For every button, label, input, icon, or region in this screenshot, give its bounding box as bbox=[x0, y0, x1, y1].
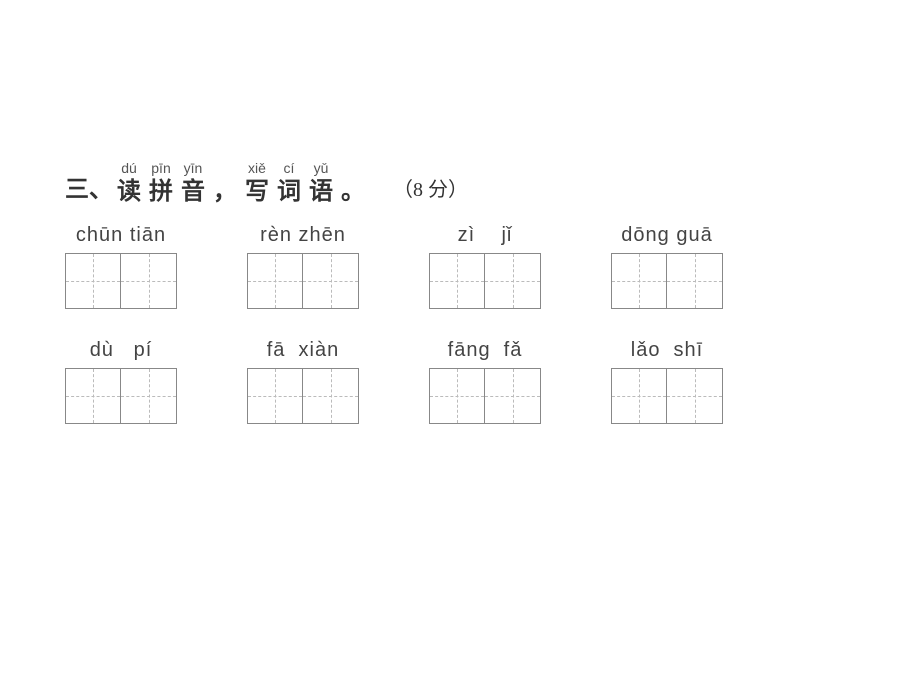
tianzige-box bbox=[485, 368, 541, 424]
tianzige-pair bbox=[429, 253, 541, 309]
char-hanzi: ， bbox=[213, 180, 237, 204]
pinyin-label: dù pí bbox=[90, 339, 153, 362]
char-hanzi: 语 bbox=[309, 180, 333, 204]
tianzige-box bbox=[429, 368, 485, 424]
tianzige-box bbox=[429, 253, 485, 309]
question-number: 三、 bbox=[65, 169, 113, 204]
char-hanzi: 读 bbox=[117, 180, 141, 204]
pinyin-label: lǎo shī bbox=[631, 339, 703, 362]
char-block: dú 读 bbox=[117, 160, 141, 204]
tianzige-pair bbox=[611, 253, 723, 309]
word-item: rèn zhēn bbox=[247, 224, 359, 309]
tianzige-box bbox=[65, 253, 121, 309]
tianzige-box bbox=[121, 253, 177, 309]
word-item: dōng guā bbox=[611, 224, 723, 309]
word-item: fā xiàn bbox=[247, 339, 359, 424]
question-heading: 三、 dú 读 pīn 拼 yīn 音 ， xiě 写 c bbox=[65, 160, 865, 204]
char-block: pīn 拼 bbox=[149, 160, 173, 204]
tianzige-pair bbox=[65, 368, 177, 424]
tianzige-box bbox=[667, 368, 723, 424]
char-hanzi: 。 bbox=[341, 180, 365, 204]
char-pinyin: dú bbox=[121, 160, 137, 178]
tianzige-box bbox=[303, 253, 359, 309]
tianzige-pair bbox=[429, 368, 541, 424]
word-item: fāng fǎ bbox=[429, 339, 541, 424]
pinyin-label: zì jǐ bbox=[458, 224, 513, 247]
char-block: 。 bbox=[341, 160, 365, 204]
char-hanzi: 写 bbox=[245, 180, 269, 204]
char-pinyin: xiě bbox=[248, 160, 266, 178]
char-block: yīn 音 bbox=[181, 160, 205, 204]
pinyin-label: chūn tiān bbox=[76, 224, 166, 247]
char-hanzi: 音 bbox=[181, 180, 205, 204]
exercise-row-1: chūn tiān rèn zhēn zì jǐ bbox=[65, 224, 865, 309]
pinyin-label: fā xiàn bbox=[267, 339, 339, 362]
char-pinyin: cí bbox=[284, 160, 295, 178]
char-block: ， bbox=[213, 160, 237, 204]
tianzige-box bbox=[65, 368, 121, 424]
tianzige-box bbox=[667, 253, 723, 309]
tianzige-box bbox=[121, 368, 177, 424]
tianzige-box bbox=[485, 253, 541, 309]
char-pinyin: yǔ bbox=[314, 160, 329, 178]
pinyin-label: fāng fǎ bbox=[448, 339, 523, 362]
points-label: （8 分） bbox=[393, 173, 468, 204]
exercise-rows: chūn tiān rèn zhēn zì jǐ bbox=[65, 224, 865, 424]
word-item: lǎo shī bbox=[611, 339, 723, 424]
tianzige-box bbox=[247, 368, 303, 424]
word-item: dù pí bbox=[65, 339, 177, 424]
tianzige-pair bbox=[247, 368, 359, 424]
char-pinyin: yīn bbox=[184, 160, 203, 178]
tianzige-pair bbox=[65, 253, 177, 309]
tianzige-box bbox=[611, 253, 667, 309]
tianzige-box bbox=[303, 368, 359, 424]
worksheet-content: 三、 dú 读 pīn 拼 yīn 音 ， xiě 写 c bbox=[65, 160, 865, 424]
char-hanzi: 词 bbox=[277, 180, 301, 204]
word-item: zì jǐ bbox=[429, 224, 541, 309]
heading-characters: dú 读 pīn 拼 yīn 音 ， xiě 写 cí 词 bbox=[117, 160, 373, 204]
char-pinyin: pīn bbox=[151, 160, 170, 178]
char-block: xiě 写 bbox=[245, 160, 269, 204]
word-item: chūn tiān bbox=[65, 224, 177, 309]
pinyin-label: dōng guā bbox=[621, 224, 712, 247]
exercise-row-2: dù pí fā xiàn fāng fǎ bbox=[65, 339, 865, 424]
pinyin-label: rèn zhēn bbox=[260, 224, 346, 247]
char-block: yǔ 语 bbox=[309, 160, 333, 204]
char-hanzi: 拼 bbox=[149, 180, 173, 204]
tianzige-box bbox=[247, 253, 303, 309]
tianzige-pair bbox=[247, 253, 359, 309]
tianzige-box bbox=[611, 368, 667, 424]
char-block: cí 词 bbox=[277, 160, 301, 204]
tianzige-pair bbox=[611, 368, 723, 424]
